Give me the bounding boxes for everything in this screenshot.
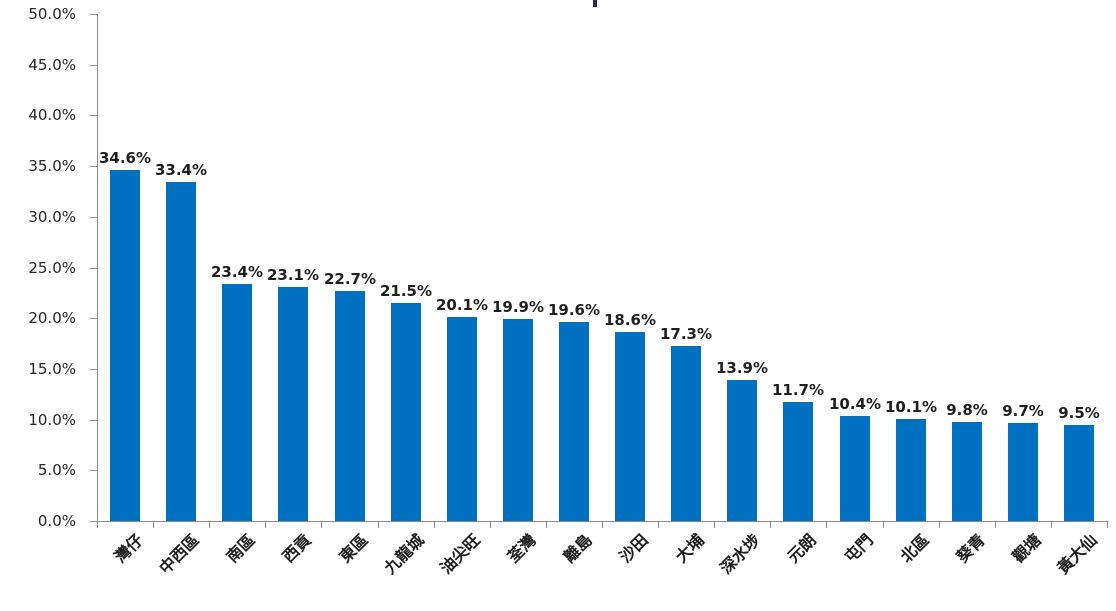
bar-離島 xyxy=(559,322,589,521)
y-axis-tick-label: 25.0% xyxy=(28,258,76,277)
y-axis-tick-label: 20.0% xyxy=(28,309,76,328)
x-axis-category-label: 元朗 xyxy=(783,530,820,567)
x-axis-category-label: 深水埗 xyxy=(716,530,764,578)
x-axis-category-label: 荃灣 xyxy=(503,530,540,567)
x-axis-category-label: 南區 xyxy=(222,530,259,567)
x-axis-tick xyxy=(490,522,491,528)
bar-灣仔 xyxy=(110,170,140,521)
x-axis-tick xyxy=(97,522,98,528)
x-axis-tick xyxy=(939,522,940,528)
bar-value-label: 18.6% xyxy=(603,311,657,329)
bar-西貢 xyxy=(278,287,308,521)
y-axis-tick xyxy=(90,166,97,168)
bar-沙田 xyxy=(615,332,645,521)
bar-value-label: 11.7% xyxy=(771,381,825,399)
y-axis-tick xyxy=(90,14,97,15)
x-axis-tick xyxy=(321,522,322,528)
bar-北區 xyxy=(896,419,926,521)
y-axis-tick-label: 40.0% xyxy=(28,106,76,125)
bar-黃大仙 xyxy=(1064,425,1094,521)
bar-value-label: 34.6% xyxy=(98,149,152,167)
y-axis-tick xyxy=(90,216,97,218)
x-axis-category-label: 大埔 xyxy=(671,530,708,567)
bar-中西區 xyxy=(166,182,196,521)
bar-南區 xyxy=(222,284,252,521)
bar-東區 xyxy=(335,291,365,521)
bar-value-label: 17.3% xyxy=(659,325,713,343)
x-axis-tick xyxy=(883,522,884,528)
bar-value-label: 23.4% xyxy=(210,263,264,281)
x-axis-tick xyxy=(658,522,659,528)
x-axis-tick xyxy=(770,522,771,528)
x-axis-line xyxy=(97,521,1108,522)
y-axis-tick-label: 30.0% xyxy=(28,207,76,226)
bar-大埔 xyxy=(671,346,701,521)
bar-value-label: 22.7% xyxy=(323,270,377,288)
bar-value-label: 20.1% xyxy=(435,296,489,314)
y-axis-tick xyxy=(90,368,97,370)
x-axis-category-label: 九龍城 xyxy=(380,530,428,578)
bar-value-label: 10.4% xyxy=(828,395,882,413)
bar-value-label: 10.1% xyxy=(884,398,938,416)
x-axis-tick xyxy=(995,522,996,528)
x-axis-category-label: 北區 xyxy=(896,530,933,567)
x-axis-category-label: 黃大仙 xyxy=(1053,530,1101,578)
bar-葵青 xyxy=(952,422,982,521)
bar-屯門 xyxy=(840,416,870,521)
x-axis-tick xyxy=(602,522,603,528)
bar-value-label: 19.6% xyxy=(547,301,601,319)
y-axis-tick-label: 15.0% xyxy=(28,359,76,378)
x-axis-tick xyxy=(1051,522,1052,528)
y-axis-tick xyxy=(90,521,97,522)
bar-荃灣 xyxy=(503,319,533,521)
clipped-title-fragment xyxy=(593,0,597,7)
x-axis-category-label: 沙田 xyxy=(615,530,652,567)
x-axis-tick xyxy=(209,522,210,528)
bar-value-label: 33.4% xyxy=(154,161,208,179)
bar-元朗 xyxy=(783,402,813,521)
bar-value-label: 23.1% xyxy=(266,266,320,284)
x-axis-category-label: 離島 xyxy=(559,530,596,567)
bar-value-label: 21.5% xyxy=(379,282,433,300)
x-axis-category-label: 觀塘 xyxy=(1008,530,1045,567)
bar-九龍城 xyxy=(391,303,421,521)
y-axis-tick-label: 5.0% xyxy=(37,461,76,480)
y-axis-line xyxy=(97,14,98,527)
bar-value-label: 13.9% xyxy=(715,359,769,377)
bar-value-label: 9.7% xyxy=(1002,402,1044,420)
y-axis-tick xyxy=(90,64,97,66)
y-axis-tick xyxy=(90,419,97,421)
y-axis-tick-label: 45.0% xyxy=(28,55,76,74)
x-axis-tick xyxy=(434,522,435,528)
x-axis-category-label: 葵青 xyxy=(952,530,989,567)
bar-value-label: 19.9% xyxy=(491,298,545,316)
x-axis-tick xyxy=(265,522,266,528)
x-axis-category-label: 東區 xyxy=(335,530,372,567)
bar-深水埗 xyxy=(727,380,757,521)
y-axis-tick-label: 10.0% xyxy=(28,410,76,429)
y-axis-tick xyxy=(90,267,97,269)
x-axis-tick xyxy=(826,522,827,528)
x-axis-category-label: 西貢 xyxy=(278,530,315,567)
x-axis-category-label: 油尖旺 xyxy=(436,530,484,578)
y-axis-tick xyxy=(90,318,97,320)
y-axis-tick xyxy=(90,470,97,472)
x-axis-tick xyxy=(546,522,547,528)
bar-觀塘 xyxy=(1008,423,1038,521)
y-axis-tick xyxy=(90,115,97,117)
x-axis-tick xyxy=(378,522,379,528)
x-axis-tick xyxy=(1107,522,1108,528)
x-axis-tick xyxy=(714,522,715,528)
x-axis-tick xyxy=(153,522,154,528)
bar-油尖旺 xyxy=(447,317,477,521)
y-axis-tick-label: 35.0% xyxy=(28,157,76,176)
bar-value-label: 9.5% xyxy=(1058,404,1100,422)
y-axis-tick-label: 50.0% xyxy=(28,5,76,23)
x-axis-category-label: 中西區 xyxy=(155,530,203,578)
x-axis-category-label: 灣仔 xyxy=(110,530,147,567)
x-axis-category-label: 屯門 xyxy=(840,530,877,567)
y-axis-tick-label: 0.0% xyxy=(37,512,76,530)
bar-value-label: 9.8% xyxy=(946,401,988,419)
